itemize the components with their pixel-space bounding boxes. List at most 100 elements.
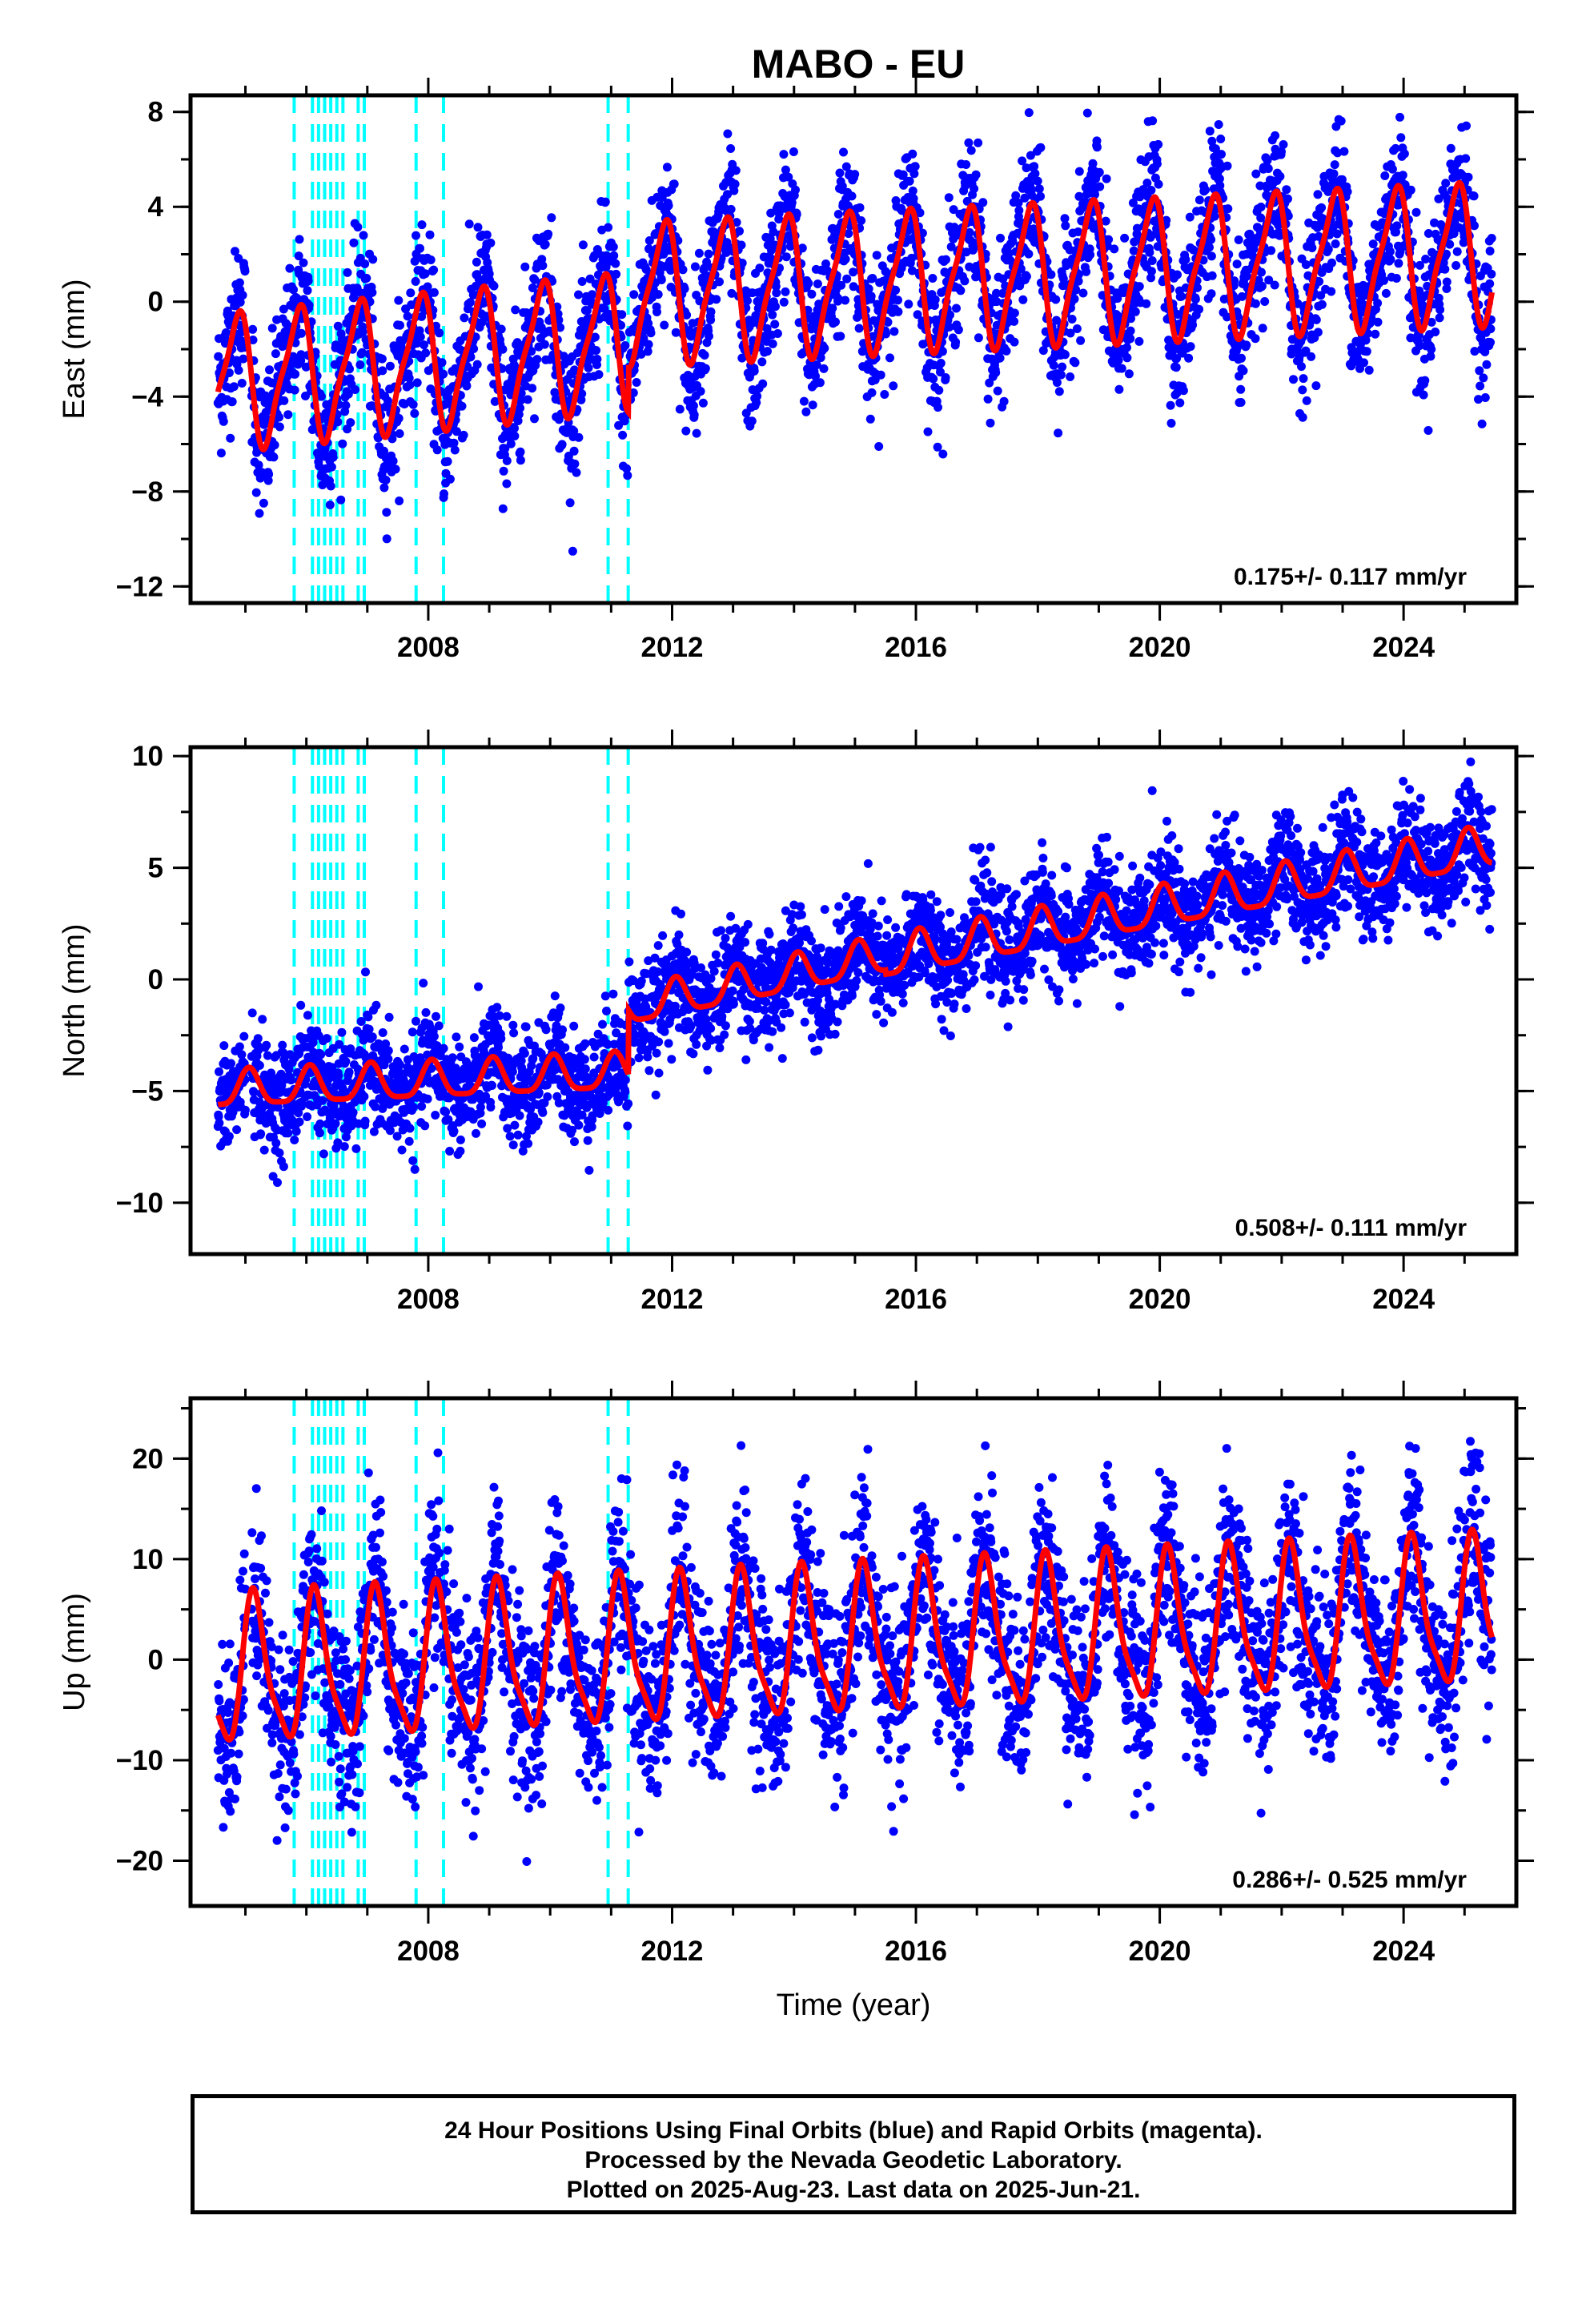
data-point [1178, 386, 1188, 396]
data-point [1395, 112, 1404, 122]
data-point [938, 449, 948, 459]
data-point [965, 227, 974, 237]
data-point [779, 297, 789, 307]
data-point [255, 509, 264, 518]
data-point [1188, 320, 1198, 330]
data-point [558, 1025, 567, 1035]
data-point [214, 352, 223, 361]
data-point [833, 210, 843, 219]
data-point [1482, 360, 1492, 369]
data-point [582, 306, 592, 316]
data-point [1236, 384, 1246, 394]
data-point [269, 452, 279, 462]
data-point [584, 363, 593, 372]
data-point [732, 218, 741, 227]
data-point [226, 433, 235, 443]
data-point [396, 320, 404, 330]
data-point [488, 1081, 496, 1090]
data-point [1078, 288, 1088, 298]
data-point [1480, 393, 1490, 402]
data-point [569, 426, 579, 436]
data-point [636, 349, 646, 359]
data-point [269, 378, 278, 388]
data-point [768, 310, 777, 320]
data-point [1399, 149, 1409, 159]
data-point [299, 258, 308, 267]
data-point [609, 251, 619, 260]
x-tick-label: 2008 [397, 632, 460, 663]
data-point [941, 373, 950, 382]
data-point [735, 227, 744, 236]
data-point [1145, 247, 1154, 257]
data-point [322, 1034, 331, 1043]
x-tick-label: 2024 [1372, 632, 1435, 663]
data-point [801, 407, 811, 416]
data-point [1216, 135, 1226, 143]
data-point [408, 1156, 418, 1165]
data-point [1435, 305, 1445, 315]
data-point [1485, 279, 1495, 288]
data-point [460, 313, 469, 323]
data-point [410, 256, 420, 266]
data-point [737, 240, 746, 250]
data-point [513, 1130, 523, 1140]
data-point [412, 378, 422, 388]
data-point [411, 276, 420, 286]
data-point [992, 288, 1001, 298]
data-point [506, 439, 516, 448]
data-point [913, 310, 922, 320]
data-point [227, 1059, 235, 1068]
data-point [682, 310, 692, 320]
data-point [1020, 193, 1030, 203]
data-point [799, 396, 809, 406]
data-point [1234, 235, 1243, 244]
data-point [868, 332, 877, 341]
data-point [839, 147, 848, 157]
data-point [781, 165, 790, 175]
data-point [1289, 375, 1298, 384]
data-point [450, 445, 460, 455]
data-point [456, 1146, 465, 1156]
data-point [494, 1043, 503, 1052]
data-point [945, 322, 954, 332]
data-point [727, 288, 737, 298]
data-point [1379, 275, 1388, 285]
data-point [420, 1121, 430, 1131]
data-point [510, 424, 519, 433]
data-point [247, 1008, 257, 1018]
data-point [431, 1111, 440, 1120]
data-point [328, 452, 338, 462]
data-point [662, 163, 672, 172]
data-point [412, 231, 420, 240]
data-point [1010, 337, 1019, 347]
data-point [692, 428, 701, 438]
data-point [1177, 292, 1186, 301]
data-point [1036, 191, 1045, 201]
data-point [752, 398, 761, 408]
data-point [588, 290, 597, 300]
data-point [383, 1054, 393, 1063]
data-point [1185, 212, 1195, 222]
data-point [1184, 353, 1194, 363]
data-point [574, 432, 584, 442]
data-points [213, 757, 1496, 1188]
data-point [791, 185, 800, 195]
data-point [498, 504, 508, 513]
data-point [287, 1076, 296, 1085]
data-point [452, 427, 461, 436]
data-point [577, 389, 587, 399]
data-point [1217, 150, 1226, 159]
data-point [357, 348, 367, 357]
data-point [837, 182, 847, 191]
data-point [1110, 244, 1119, 254]
data-point [403, 312, 412, 321]
data-point [338, 439, 347, 448]
data-point [379, 446, 388, 456]
data-point [1343, 187, 1352, 196]
data-point [1054, 387, 1064, 396]
data-point [730, 179, 740, 189]
data-point [1066, 328, 1075, 338]
data-point [279, 1162, 288, 1172]
data-point [533, 1117, 543, 1127]
data-point [540, 239, 550, 249]
